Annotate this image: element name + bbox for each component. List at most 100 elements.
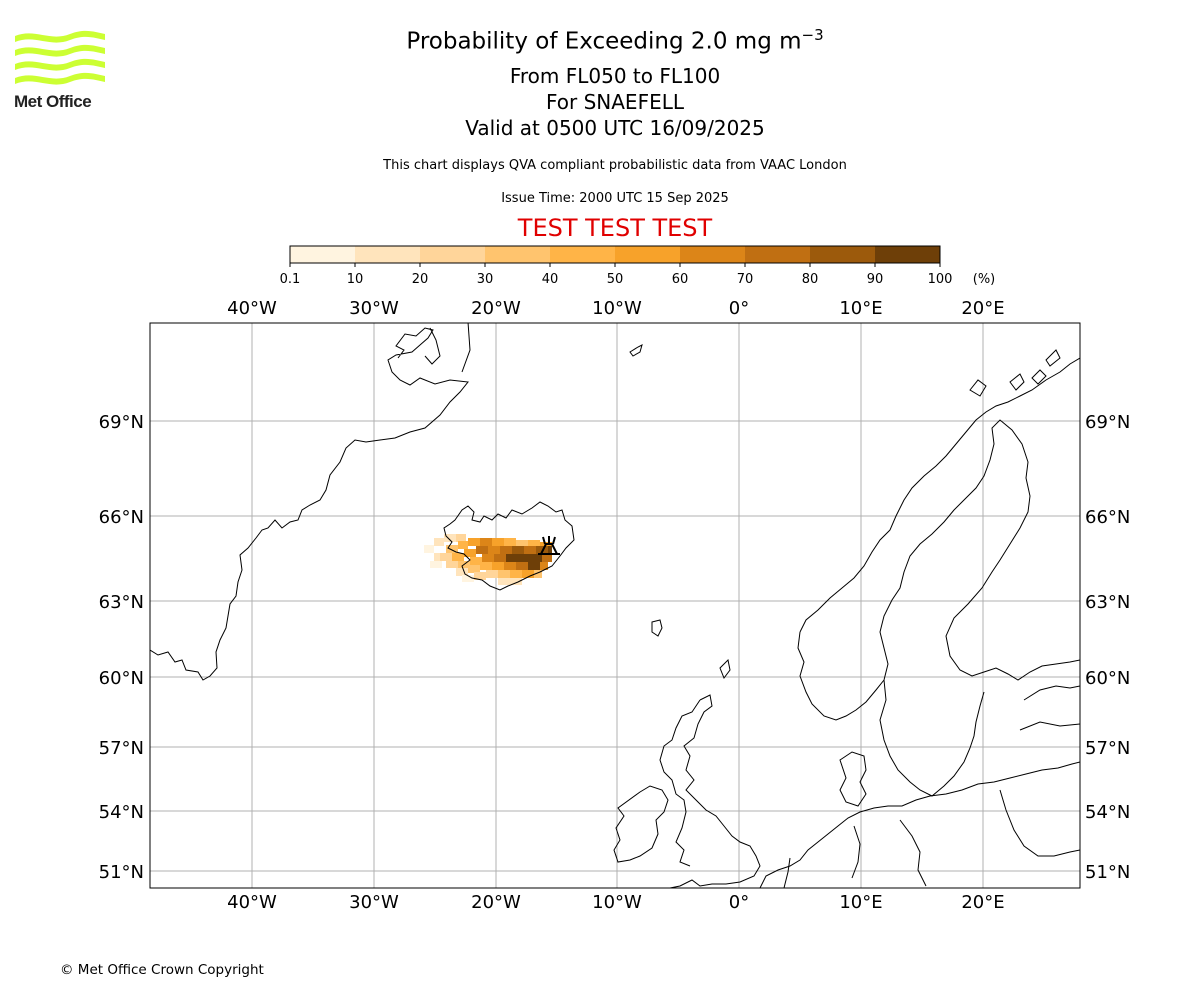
colorbar-tick-label: 10 [347,272,364,287]
lon-label: 20°W [471,892,521,913]
lat-label: 51°N [1085,862,1130,883]
plume-cell [470,557,482,565]
shetland [719,658,731,680]
plume-cell [440,553,452,561]
lon-label: 0° [729,298,749,319]
colorbar-segment [290,246,356,263]
gridlines [150,323,1080,888]
iceland-coast [443,501,575,591]
lon-label: 30°W [349,892,399,913]
colorbar-segment [745,246,811,263]
volcano-symbol [538,536,560,555]
coastlines [150,323,1080,888]
colorbar-tick-label: 100 [928,272,953,287]
plume-cell [492,562,504,570]
issue-time: Issue Time: 2000 UTC 15 Sep 2025 [501,191,729,206]
logo-text: Met Office [14,92,92,111]
colorbar-tick-label: 90 [867,272,884,287]
plume-cell [458,541,468,549]
lat-label: 60°N [1085,668,1130,689]
volcano-name: For SNAEFELL [545,90,684,114]
jan-mayen [629,344,643,357]
lat-label: 69°N [1085,412,1130,433]
lon-label: 20°E [961,298,1004,319]
colorbar-segment [810,246,876,263]
england-west [659,699,701,867]
faroe-islands [651,619,663,637]
colorbar-tick-label: 70 [737,272,754,287]
colorbar-segment [485,246,551,263]
plume-cell [468,565,480,573]
lon-label: 40°W [227,298,277,319]
colorbar-segment [550,246,616,263]
plume-cell [430,561,442,568]
plume-cell [504,562,516,570]
plume-cell [510,578,522,585]
plume-cell [504,538,516,546]
lon-label: 0° [729,892,749,913]
plume-cell [506,554,518,562]
subtitle: This chart displays QVA compliant probab… [383,158,847,173]
lon-label: 30°W [349,298,399,319]
plume-cell [476,546,488,554]
colorbar-tick-label: 30 [477,272,494,287]
lat-label: 54°N [99,802,144,823]
plume-cell [548,546,552,554]
lon-label: 40°W [227,892,277,913]
colorbar: 0.1 10 20 30 40 50 60 70 80 90 100 (%) [280,245,996,287]
plume-cell [446,561,458,568]
map: 40°W 30°W 20°W 10°W 0° 10°E 20°E 40°W 30°W 20°W 1… [99,298,1131,913]
lon-label: 10°E [839,892,882,913]
plume-cell [492,538,504,546]
plume-cell [488,546,500,554]
plume-cell [516,540,528,548]
colorbar-tick-label: 60 [672,272,689,287]
lon-label: 10°W [592,892,642,913]
scotland-coast [669,694,761,888]
test-banner: TEST TEST TEST [517,214,713,242]
lat-labels-right: 69°N 66°N 63°N 60°N 57°N 54°N 51°N [1085,412,1130,883]
sweden-finland-border [879,419,1080,681]
colorbar-segment [420,246,486,263]
plume-cell [446,545,458,553]
plume-cell [528,540,540,548]
plume-cell [512,546,524,554]
plume-cell [486,570,498,578]
chart-title: Probability of Exceeding 2.0 mg m−3 [15,26,1200,55]
plume-cell [500,546,512,554]
chart-title-superscript: −3 [801,26,824,44]
continental-coast [759,761,1080,888]
lat-label: 63°N [99,592,144,613]
plume-cell [534,570,542,578]
plume-cell [462,575,474,582]
plume-cell [540,562,548,570]
colorbar-segment [680,246,746,263]
lon-labels-bottom: 40°W 30°W 20°W 10°W 0° 10°E 20°E [227,892,1004,913]
copyright: © Met Office Crown Copyright [60,962,264,978]
plume-cell [542,554,552,562]
plume-cell [518,554,530,562]
chart-title-text: Probability of Exceeding 2.0 mg m [406,28,802,55]
plume-cell [464,549,476,557]
plume-cell [468,538,480,546]
central-europe [783,819,927,888]
plume-cell [456,534,466,542]
plume-cell [444,534,456,542]
lat-label: 51°N [99,862,144,883]
plume-cell [456,568,468,576]
plume-cell [498,578,510,585]
plume-cell [480,562,492,570]
plume-cell [516,562,528,570]
plume-cell [482,554,494,562]
plume-cell [528,562,540,570]
plume-cell [452,553,464,561]
lat-label: 60°N [99,668,144,689]
lat-label: 57°N [99,738,144,759]
colorbar-tick-label: 50 [607,272,624,287]
plume-cell [494,554,506,562]
plume-cell [480,538,492,546]
colorbar-unit: (%) [973,272,996,287]
colorbar-segment [875,246,941,263]
plume-cell [522,570,534,578]
norway-south [797,631,885,721]
